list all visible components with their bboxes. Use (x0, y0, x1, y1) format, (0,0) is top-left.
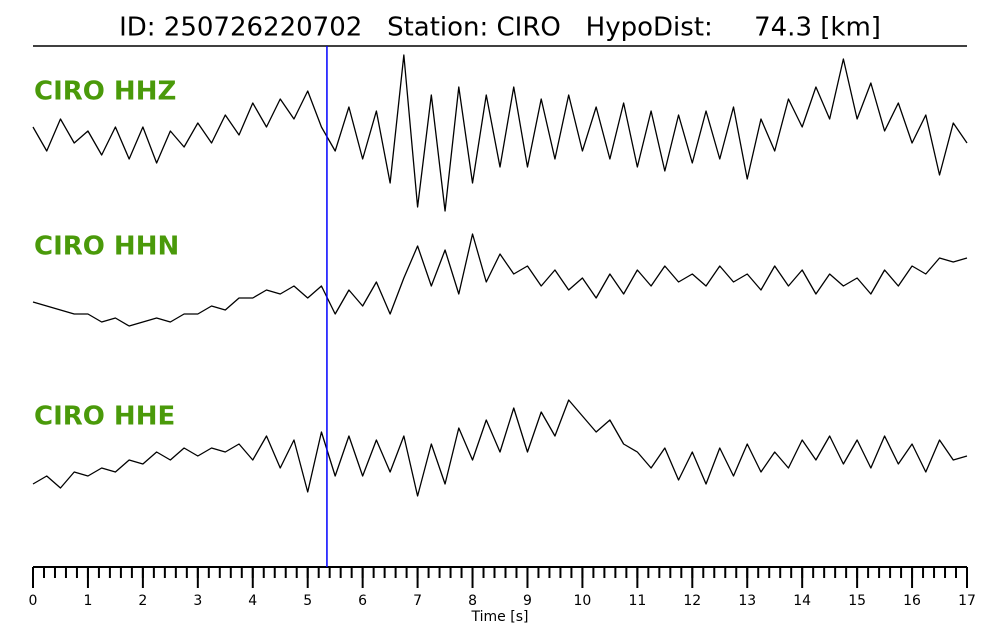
x-tick-label: 7 (413, 593, 422, 609)
chart-title: ID: 250726220702 Station: CIRO HypoDist:… (119, 13, 881, 43)
waveform (32, 54, 968, 212)
trace-label: CIRO HHE (34, 402, 175, 432)
x-tick-label: 14 (793, 593, 811, 609)
x-tick-label: 9 (523, 593, 532, 609)
x-tick-label: 0 (29, 593, 38, 609)
x-tick-label: 17 (958, 593, 976, 609)
x-tick-label: 13 (738, 593, 756, 609)
x-axis-label: Time [s] (471, 609, 529, 625)
x-tick-label: 11 (628, 593, 646, 609)
x-tick-label: 10 (573, 593, 591, 609)
waveform (32, 399, 968, 497)
trace-label: CIRO HHN (34, 232, 179, 262)
x-tick-label: 6 (358, 593, 367, 609)
trace-label: CIRO HHZ (34, 77, 176, 107)
waveform (32, 233, 968, 327)
x-tick-label: 12 (683, 593, 701, 609)
x-tick-label: 15 (848, 593, 866, 609)
x-tick-label: 16 (903, 593, 921, 609)
x-tick-label: 8 (468, 593, 477, 609)
x-tick-label: 1 (83, 593, 92, 609)
x-tick-label: 2 (138, 593, 147, 609)
x-tick-label: 3 (193, 593, 202, 609)
x-tick-label: 5 (303, 593, 312, 609)
x-tick-label: 4 (248, 593, 257, 609)
